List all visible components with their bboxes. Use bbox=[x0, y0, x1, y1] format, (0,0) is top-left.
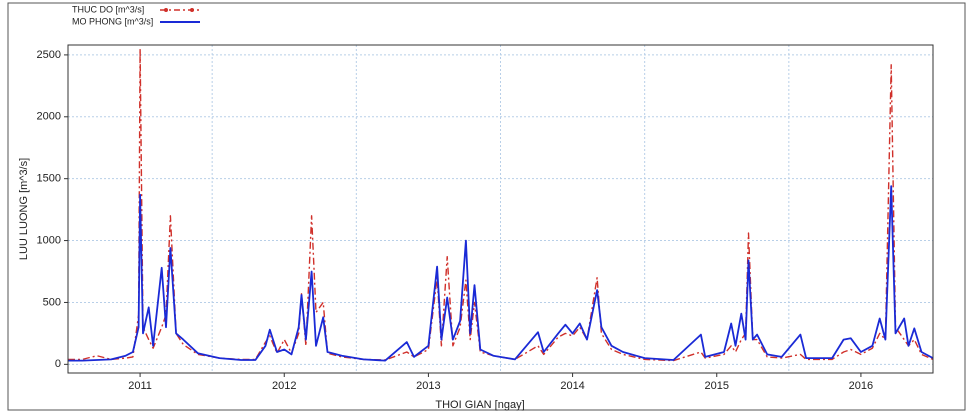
legend-swatch bbox=[190, 8, 194, 12]
legend-label: MO PHONG [m^3/s] bbox=[72, 16, 153, 26]
y-tick-label: 1000 bbox=[37, 234, 61, 246]
y-tick-label: 2500 bbox=[37, 49, 61, 61]
x-axis-label: THOI GIAN [ngay] bbox=[435, 399, 524, 411]
x-tick-label: 2011 bbox=[128, 380, 152, 392]
x-tick-label: 2016 bbox=[849, 380, 873, 392]
y-tick-label: 0 bbox=[55, 358, 61, 370]
y-tick-label: 2000 bbox=[37, 111, 61, 123]
y-tick-label: 1500 bbox=[37, 173, 61, 185]
legend-swatch bbox=[164, 8, 168, 12]
series-line bbox=[68, 48, 933, 362]
series-line bbox=[68, 185, 933, 362]
x-tick-label: 2012 bbox=[272, 380, 296, 392]
plot-border bbox=[67, 44, 934, 374]
x-tick-label: 2013 bbox=[416, 380, 440, 392]
legend-label: THUC DO [m^3/s] bbox=[72, 4, 144, 14]
x-tick-label: 2015 bbox=[705, 380, 729, 392]
plot-lines bbox=[68, 48, 933, 362]
frame bbox=[7, 2, 966, 411]
y-axis-label: LUU LUONG [m^3/s] bbox=[18, 158, 30, 260]
y-tick-label: 500 bbox=[43, 296, 61, 308]
x-tick-label: 2014 bbox=[560, 380, 584, 392]
